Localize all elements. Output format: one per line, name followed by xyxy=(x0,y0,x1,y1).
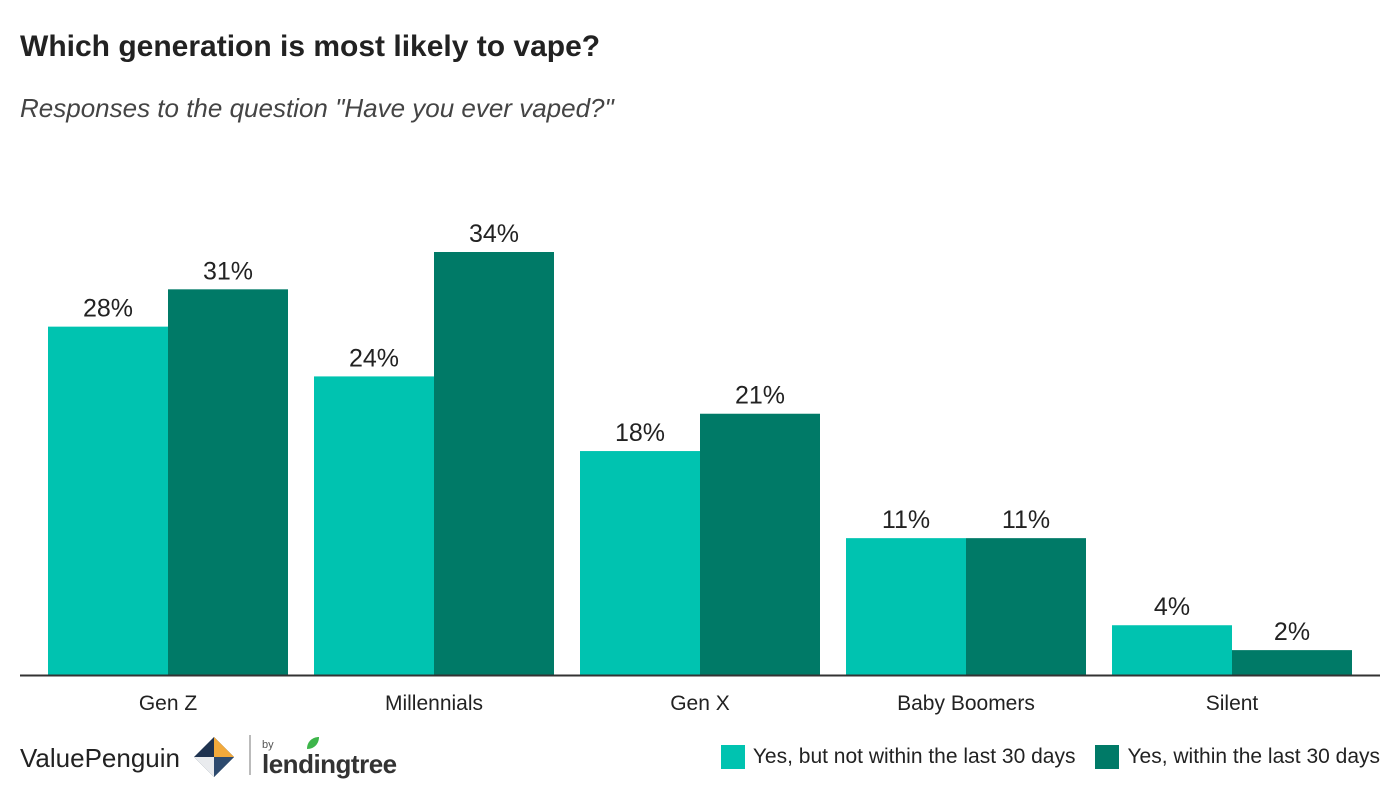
data-label-gen-x-series2: 21% xyxy=(735,382,785,410)
category-label-baby-boomers: Baby Boomers xyxy=(897,692,1035,715)
legend-swatch-series1 xyxy=(720,745,745,769)
bar-silent-series1 xyxy=(1112,625,1232,675)
data-label-gen-z-series2: 31% xyxy=(203,257,253,285)
chart-subtitle: Responses to the question "Have you ever… xyxy=(20,93,614,123)
category-label-gen-x: Gen X xyxy=(670,692,730,715)
legend-item-series2: Yes, within the last 30 days xyxy=(1095,745,1380,769)
valuepenguin-logo-text: ValuePenguin xyxy=(20,743,180,773)
legend-swatch-series2 xyxy=(1095,745,1120,769)
lendingtree-logo-text: lendingtree xyxy=(262,749,397,779)
bar-baby-boomers-series1 xyxy=(846,538,966,675)
data-label-gen-x-series1: 18% xyxy=(615,419,665,447)
legend-label-series1: Yes, but not within the last 30 days xyxy=(752,745,1076,768)
chart-title: Which generation is most likely to vape? xyxy=(20,30,601,63)
bar-baby-boomers-series2 xyxy=(966,538,1086,675)
penguin-logo-icon xyxy=(194,737,234,777)
legend-item-series1: Yes, but not within the last 30 days xyxy=(720,745,1076,769)
data-label-millennials-series2: 34% xyxy=(469,220,519,248)
category-label-millennials: Millennials xyxy=(385,692,483,715)
category-label-gen-z: Gen Z xyxy=(139,692,198,715)
bar-millennials-series2 xyxy=(434,252,554,675)
data-label-silent-series1: 4% xyxy=(1154,593,1190,621)
data-label-baby-boomers-series2: 11% xyxy=(1002,506,1050,534)
bar-silent-series2 xyxy=(1232,650,1352,675)
category-label-silent: Silent xyxy=(1206,692,1259,715)
bar-gen-x-series1 xyxy=(580,451,700,675)
legend: Yes, but not within the last 30 days Yes… xyxy=(701,745,1380,769)
by-label: by xyxy=(262,739,274,751)
bar-gen-z-series2 xyxy=(168,289,288,675)
logo-divider xyxy=(249,735,251,775)
data-label-gen-z-series1: 28% xyxy=(83,295,133,323)
bar-gen-z-series1 xyxy=(48,326,168,675)
data-label-silent-series2: 2% xyxy=(1274,618,1310,646)
leaf-icon xyxy=(307,737,319,749)
bar-gen-x-series2 xyxy=(700,413,820,675)
legend-label-series2: Yes, within the last 30 days xyxy=(1127,745,1380,768)
footer: ValuePenguin by lendingtree Yes, but not… xyxy=(0,725,1400,795)
data-label-baby-boomers-series1: 11% xyxy=(882,506,930,534)
data-label-millennials-series1: 24% xyxy=(349,344,399,372)
bar-millennials-series1 xyxy=(314,376,434,675)
